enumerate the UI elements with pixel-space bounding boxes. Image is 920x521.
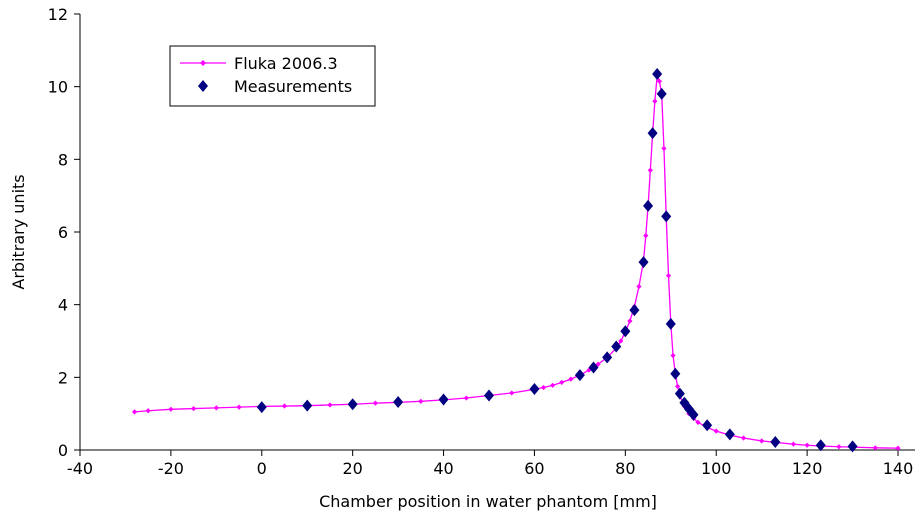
fluka-point <box>627 318 633 324</box>
measurement-point <box>438 393 449 406</box>
x-tick-label: 140 <box>883 459 914 478</box>
y-tick-label: 6 <box>58 223 68 242</box>
fluka-point <box>540 384 547 391</box>
fluka-point <box>695 419 701 425</box>
y-axis-ticks: 0 2 4 6 8 10 12 <box>48 5 80 460</box>
fluka-point <box>509 390 515 396</box>
fluka-point <box>895 445 901 451</box>
fluka-point <box>586 367 592 373</box>
y-tick-label: 0 <box>58 441 68 460</box>
measurement-point <box>724 428 735 441</box>
fluka-point <box>652 98 658 104</box>
series-0 <box>131 73 901 451</box>
legend-fluka-label: Fluka 2006.3 <box>234 54 338 73</box>
x-axis-ticks: -40 -20 0 20 40 60 80 100 120 140 <box>67 450 913 478</box>
y-tick-label: 10 <box>48 78 68 97</box>
y-tick-label: 8 <box>58 150 68 169</box>
fluka-point <box>418 398 424 404</box>
y-tick-label: 12 <box>48 5 68 24</box>
measurement-point <box>674 387 685 400</box>
fluka-point <box>740 435 747 441</box>
legend-fluka-marker <box>200 60 206 66</box>
measurement-point <box>770 436 781 449</box>
y-tick-label: 4 <box>58 296 68 315</box>
fluka-point <box>836 444 842 450</box>
fluka-point <box>559 379 565 386</box>
measurement-point <box>656 87 667 100</box>
fluka-line <box>134 75 899 449</box>
fluka-point <box>327 402 333 408</box>
measurement-point <box>611 340 622 353</box>
measurement-point <box>665 317 676 330</box>
measurement-point <box>620 325 631 338</box>
measurement-point <box>256 401 267 414</box>
measurement-point <box>529 382 540 395</box>
x-tick-label: 20 <box>342 459 362 478</box>
fluka-point <box>670 352 676 359</box>
fluka-point <box>643 233 649 239</box>
fluka-point <box>191 405 197 412</box>
fluka-point <box>131 409 138 415</box>
x-tick-label: 120 <box>792 459 823 478</box>
x-tick-label: 100 <box>701 459 732 478</box>
fluka-point <box>636 283 642 290</box>
fluka-point <box>674 383 681 390</box>
fluka-point <box>647 167 653 173</box>
fluka-point <box>213 405 219 411</box>
fluka-point <box>759 438 765 444</box>
measurement-point <box>661 210 672 223</box>
fluka-point <box>665 273 672 279</box>
fluka-point <box>281 403 288 409</box>
fluka-point <box>568 376 574 382</box>
x-tick-label: -40 <box>67 459 93 478</box>
measurement-point <box>652 67 663 80</box>
measurement-point <box>647 127 658 140</box>
fluka-point <box>595 361 601 367</box>
fluka-point <box>372 400 378 406</box>
measurement-point <box>815 439 826 452</box>
fluka-point <box>463 395 469 401</box>
measurement-point <box>302 399 313 412</box>
x-tick-label: 60 <box>524 459 544 478</box>
measurement-point <box>670 367 681 380</box>
legend-measurements-label: Measurements <box>234 77 352 96</box>
measurement-point <box>638 256 649 269</box>
measurement-point <box>484 389 494 402</box>
fluka-point <box>804 442 810 448</box>
fluka-point <box>236 404 242 410</box>
fluka-point <box>661 145 667 152</box>
fluka-point <box>550 382 556 388</box>
measurement-point <box>347 398 358 411</box>
legend-measurements-marker <box>198 80 208 92</box>
x-tick-label: -20 <box>158 459 184 478</box>
fluka-point <box>790 441 797 447</box>
fluka-point <box>168 406 174 412</box>
fluka-point <box>145 408 151 414</box>
measurement-point <box>688 408 699 421</box>
measurement-point <box>629 304 640 317</box>
y-axis-label: Arbitrary units <box>9 174 28 289</box>
fluka-point <box>656 78 663 84</box>
legend-box <box>169 45 376 107</box>
series-1 <box>256 67 858 453</box>
y-tick-label: 2 <box>58 368 68 387</box>
measurement-point <box>602 351 613 364</box>
x-tick-label: 80 <box>615 459 635 478</box>
measurement-point <box>393 396 404 409</box>
measurement-point <box>847 440 858 453</box>
measurement-point <box>702 419 713 432</box>
x-tick-label: 0 <box>257 459 267 478</box>
fluka-point <box>618 338 624 344</box>
fluka-point <box>713 428 719 434</box>
measurement-point <box>588 361 599 374</box>
x-axis-label: Chamber position in water phantom [mm] <box>319 492 657 511</box>
x-tick-label: 40 <box>433 459 453 478</box>
fluka-point <box>872 445 878 451</box>
legend: Fluka 2006.3 Measurements <box>169 45 376 107</box>
measurement-point <box>643 199 654 212</box>
series-layer <box>131 67 901 453</box>
measurement-point <box>574 369 585 382</box>
